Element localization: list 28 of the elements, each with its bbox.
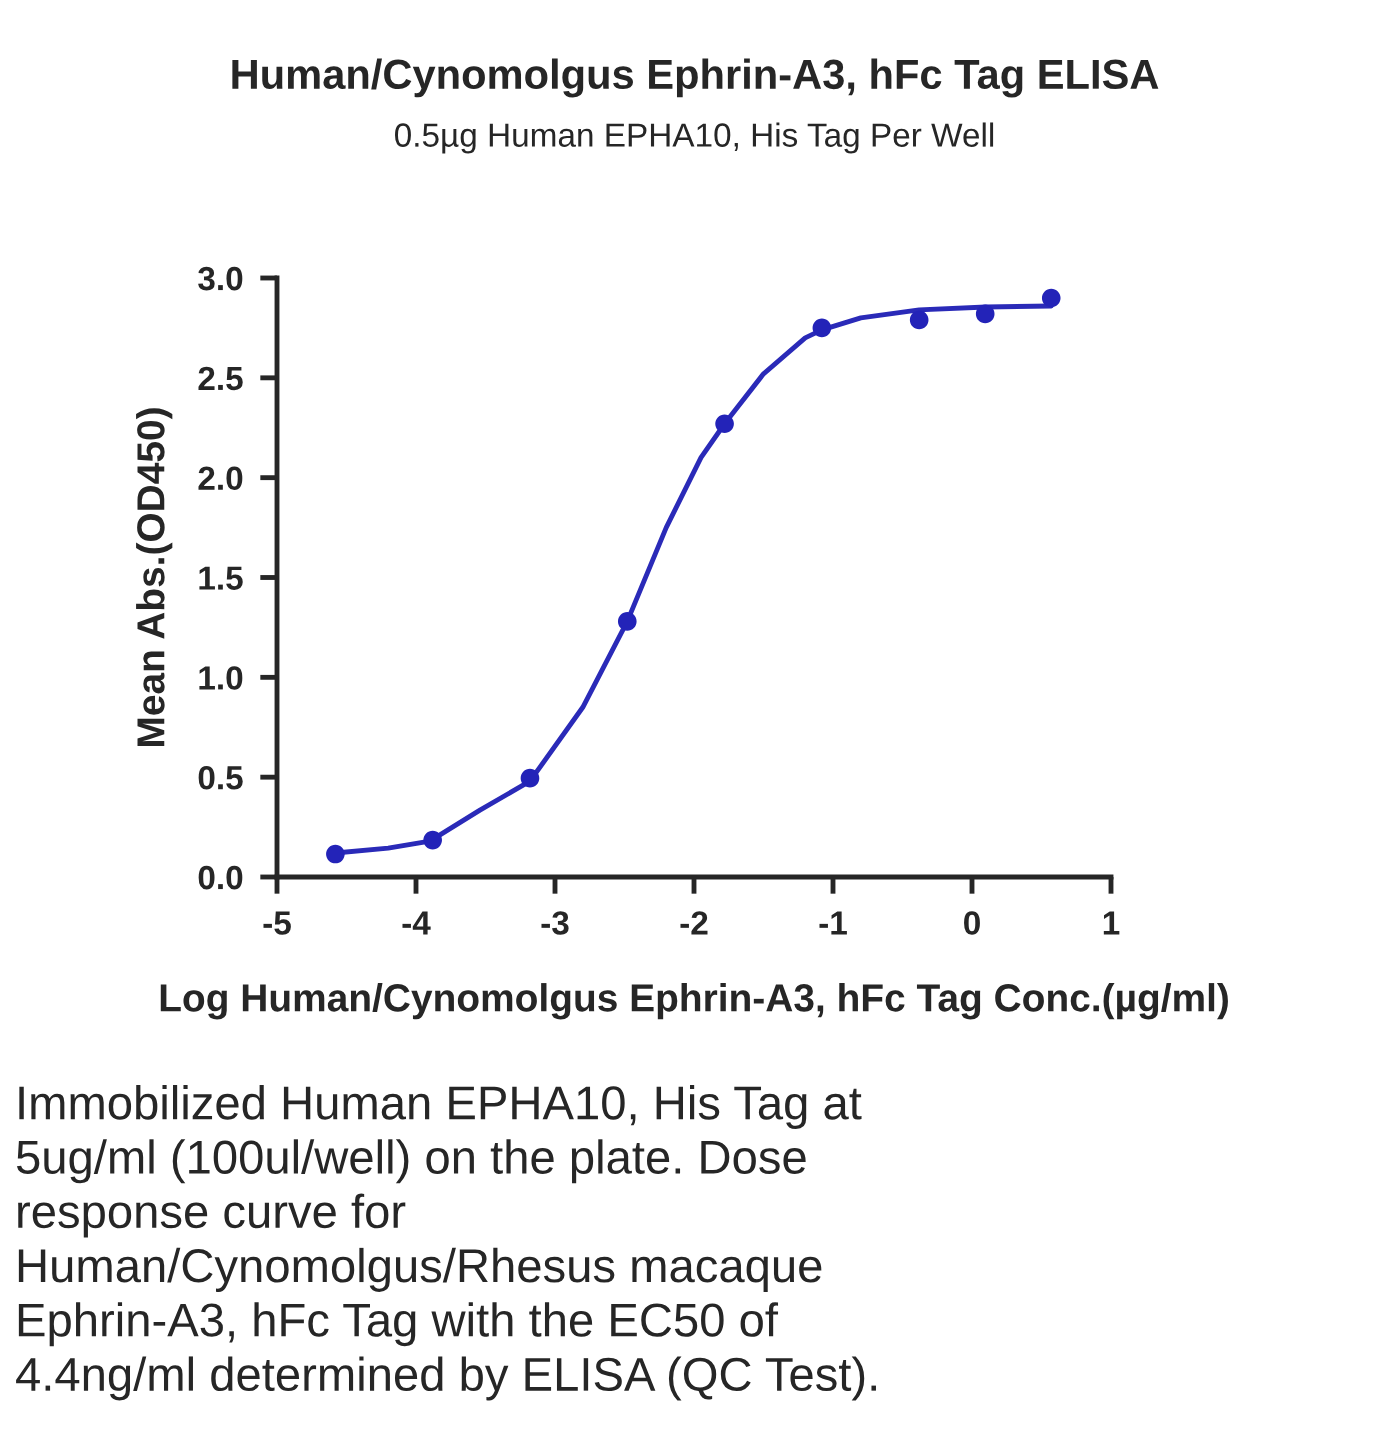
chart-title: Human/Cynomolgus Ephrin-A3, hFc Tag ELISA bbox=[232, 58, 1159, 98]
point bbox=[423, 830, 442, 850]
point bbox=[812, 318, 832, 338]
x-axis-title: Log Human/Cynomolgus Ephrin-A3, hFc Tag Conc.(µg/ml) bbox=[160, 983, 1228, 1020]
y-tick-label: 2.5 bbox=[198, 366, 243, 391]
point bbox=[1041, 288, 1061, 308]
point bbox=[975, 304, 995, 324]
text: Immobilized Human EPHA10, His Tag at 5ug/ml (100ul/well) on the plate. Dose response curve for Human/Cynomolgus/Rhesus macaque Ephrin-A3, hFc Tag with the EC50 of 4.4ng/ml determined by ELISA (QC Test). bbox=[16, 1085, 876, 1401]
point bbox=[326, 844, 345, 864]
x-tick-label: -5 bbox=[263, 911, 291, 935]
point bbox=[617, 612, 637, 631]
y-tick-label: 0.0 bbox=[198, 865, 243, 890]
x-tick-label: 1 bbox=[1103, 911, 1120, 935]
x-tick-label: -1 bbox=[819, 911, 847, 935]
y-axis-title: Mean Abs.(OD450) bbox=[136, 408, 173, 746]
y-tick-label: 0.5 bbox=[198, 765, 243, 790]
point bbox=[520, 768, 540, 788]
y-tick-label: 1.5 bbox=[199, 566, 243, 590]
x-tick-label: -3 bbox=[541, 911, 569, 935]
point bbox=[909, 310, 929, 330]
y-tick-label: 2.0 bbox=[198, 466, 243, 491]
point bbox=[715, 414, 734, 434]
x-tick-label: 0 bbox=[964, 911, 980, 935]
y-tick-label: 3.0 bbox=[198, 266, 243, 291]
y-tick-label: 1.0 bbox=[199, 666, 243, 690]
x-tick-label: -2 bbox=[680, 911, 708, 935]
x-tick-label: -4 bbox=[402, 911, 431, 935]
chart-subtitle: 0.5µg Human EPHA10, His Tag Per Well bbox=[395, 122, 994, 154]
